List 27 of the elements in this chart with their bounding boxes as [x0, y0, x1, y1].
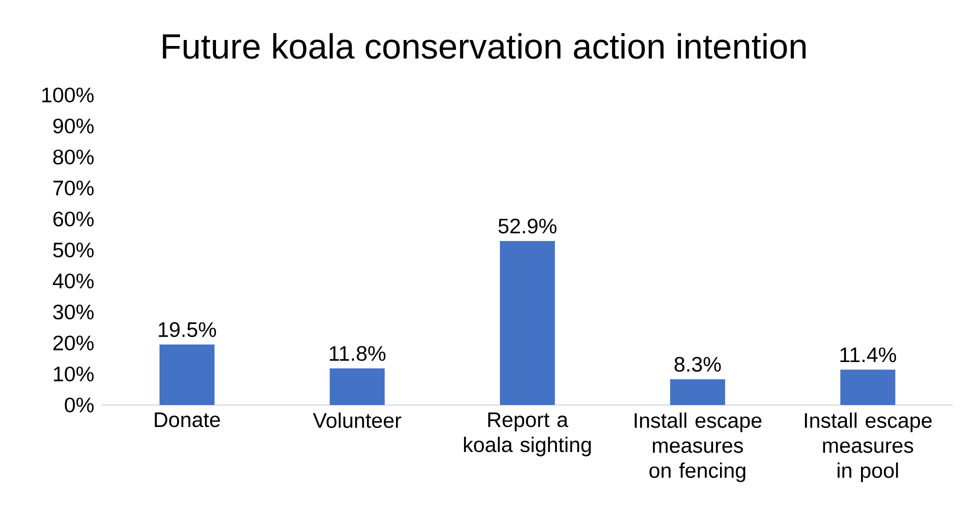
- y-tick-label: 50%: [53, 242, 94, 258]
- data-label: 19.5%: [158, 322, 216, 338]
- x-tick-label: Install escape measures on fencing: [634, 412, 762, 482]
- x-tick-label: Report a koala sighting: [464, 412, 591, 456]
- bar: [160, 344, 215, 405]
- x-tick-label: Volunteer: [312, 412, 402, 428]
- y-tick-label: 100%: [42, 88, 94, 102]
- y-tick-label: 40%: [52, 274, 94, 288]
- bar: [670, 379, 726, 405]
- x-tick-label: Install escape measures in pool: [804, 412, 932, 482]
- bar: [500, 241, 555, 405]
- bar: [840, 370, 896, 405]
- bar: [330, 368, 385, 405]
- y-tick-label: 0%: [64, 398, 94, 412]
- y-tick-label: 70%: [53, 180, 94, 196]
- chart-title: Future koala conservation action intention: [162, 33, 806, 59]
- x-tick-label: Donate: [154, 412, 220, 428]
- y-tick-label: 60%: [53, 212, 94, 226]
- data-label: 11.8%: [330, 346, 386, 361]
- y-tick-label: 30%: [53, 304, 94, 320]
- y-tick-label: 20%: [53, 336, 94, 350]
- y-tick-label: 90%: [53, 118, 94, 134]
- data-label: 52.9%: [498, 218, 556, 234]
- data-label: 11.4%: [840, 347, 896, 362]
- y-tick-label: 10%: [54, 366, 94, 382]
- data-label: 8.3%: [674, 356, 721, 372]
- y-tick-label: 80%: [53, 150, 94, 164]
